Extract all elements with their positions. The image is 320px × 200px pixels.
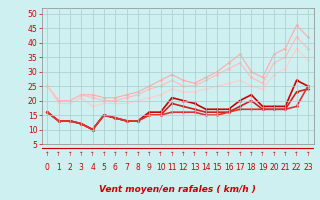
- Text: 22: 22: [292, 164, 301, 172]
- Text: ↑: ↑: [56, 152, 61, 156]
- Text: 4: 4: [90, 164, 95, 172]
- Text: ↑: ↑: [306, 152, 310, 156]
- Text: 2: 2: [68, 164, 72, 172]
- Text: ↑: ↑: [294, 152, 299, 156]
- Text: 11: 11: [167, 164, 177, 172]
- Text: ↑: ↑: [90, 152, 95, 156]
- Text: 3: 3: [79, 164, 84, 172]
- Text: ↑: ↑: [272, 152, 276, 156]
- Text: ↑: ↑: [102, 152, 106, 156]
- Text: 12: 12: [179, 164, 188, 172]
- Text: ↑: ↑: [124, 152, 129, 156]
- Text: 13: 13: [190, 164, 199, 172]
- Text: 23: 23: [303, 164, 313, 172]
- Text: 6: 6: [113, 164, 118, 172]
- Text: ↑: ↑: [45, 152, 50, 156]
- Text: ↑: ↑: [113, 152, 117, 156]
- Text: ↑: ↑: [158, 152, 163, 156]
- Text: 1: 1: [56, 164, 61, 172]
- Text: ↑: ↑: [215, 152, 220, 156]
- Text: ↑: ↑: [204, 152, 208, 156]
- Text: ↑: ↑: [170, 152, 174, 156]
- Text: 21: 21: [281, 164, 290, 172]
- Text: 17: 17: [235, 164, 245, 172]
- Text: 19: 19: [258, 164, 268, 172]
- Text: 10: 10: [156, 164, 165, 172]
- Text: ↑: ↑: [79, 152, 84, 156]
- Text: ↑: ↑: [226, 152, 231, 156]
- Text: 16: 16: [224, 164, 233, 172]
- Text: ↑: ↑: [181, 152, 186, 156]
- Text: ↑: ↑: [192, 152, 197, 156]
- Text: ↑: ↑: [147, 152, 152, 156]
- Text: 5: 5: [101, 164, 106, 172]
- Text: 8: 8: [136, 164, 140, 172]
- Text: 20: 20: [269, 164, 279, 172]
- Text: 15: 15: [212, 164, 222, 172]
- Text: ↑: ↑: [136, 152, 140, 156]
- Text: ↑: ↑: [249, 152, 253, 156]
- Text: ↑: ↑: [283, 152, 288, 156]
- Text: ↑: ↑: [68, 152, 72, 156]
- Text: ↑: ↑: [260, 152, 265, 156]
- Text: Vent moyen/en rafales ( km/h ): Vent moyen/en rafales ( km/h ): [99, 185, 256, 194]
- Text: 14: 14: [201, 164, 211, 172]
- Text: 18: 18: [246, 164, 256, 172]
- Text: ↑: ↑: [238, 152, 242, 156]
- Text: 0: 0: [45, 164, 50, 172]
- Text: 9: 9: [147, 164, 152, 172]
- Text: 7: 7: [124, 164, 129, 172]
